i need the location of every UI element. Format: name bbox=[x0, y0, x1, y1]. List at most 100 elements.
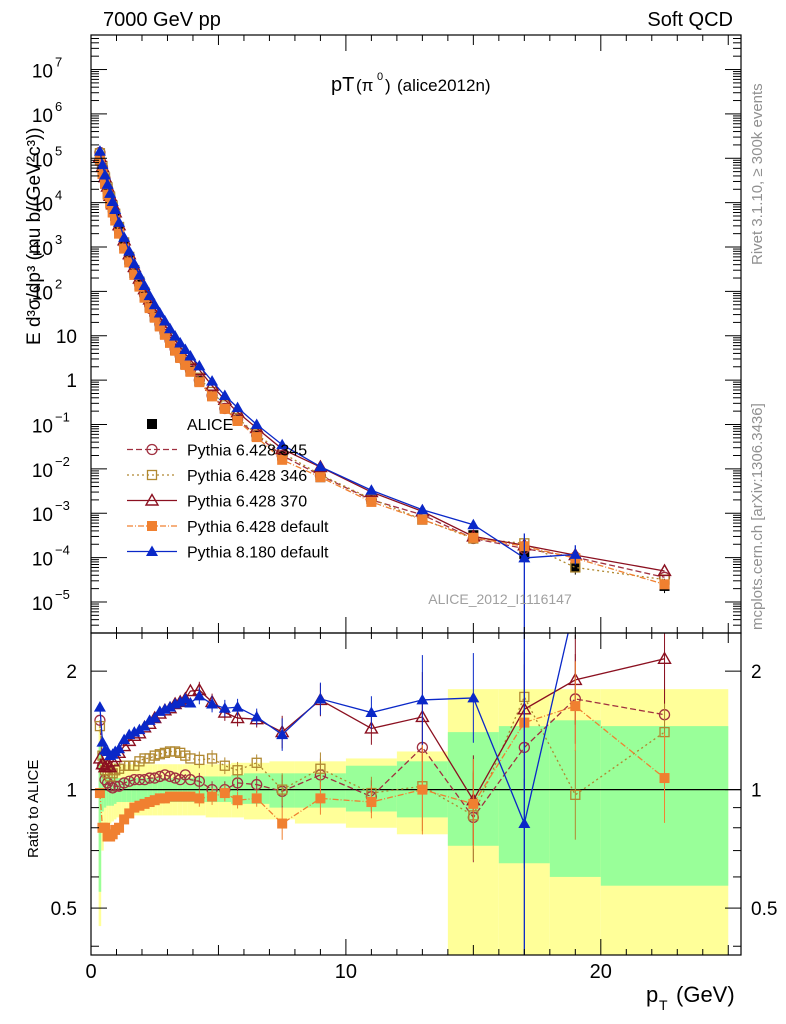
ratio-point bbox=[193, 689, 206, 701]
y-tick-label: 1 bbox=[66, 371, 77, 392]
data-point bbox=[104, 187, 117, 198]
data-point bbox=[659, 579, 670, 590]
ratio-error-bands bbox=[91, 689, 741, 955]
ratio-point bbox=[251, 793, 262, 804]
legend-marker bbox=[147, 419, 157, 429]
ratio-point bbox=[250, 710, 263, 722]
ratio-point bbox=[94, 720, 106, 732]
y-tick-label: 10 bbox=[32, 62, 53, 83]
ratio-y-tick-label: 1 bbox=[66, 781, 77, 802]
data-point bbox=[96, 158, 109, 170]
data-point bbox=[184, 349, 197, 361]
y-tick-label: 10 bbox=[32, 283, 53, 304]
plot-title-close: ) bbox=[385, 76, 391, 95]
y-tick-label-exp: −4 bbox=[55, 543, 70, 558]
ratio-point bbox=[148, 712, 161, 723]
x-tick-label: 20 bbox=[590, 961, 612, 983]
x-axis-label: p T (GeV) bbox=[646, 982, 735, 1013]
data-point bbox=[110, 215, 121, 226]
data-point bbox=[250, 418, 263, 429]
ratio-point bbox=[174, 695, 187, 707]
ratio-y-tick-label-right: 2 bbox=[751, 662, 762, 683]
ratio-point bbox=[144, 797, 155, 808]
ratio-series-5 bbox=[93, 633, 569, 869]
ratio-point bbox=[232, 765, 243, 776]
data-point bbox=[128, 257, 141, 269]
data-point bbox=[315, 472, 326, 483]
x-tick-label: 0 bbox=[85, 961, 96, 983]
data-point bbox=[518, 551, 531, 563]
ratio-point bbox=[467, 691, 480, 703]
ratio-point bbox=[416, 693, 429, 705]
data-point bbox=[277, 454, 288, 465]
data-point bbox=[174, 337, 187, 348]
data-point bbox=[218, 389, 231, 401]
ratio-point bbox=[154, 793, 165, 804]
y-tick-label-exp: 4 bbox=[55, 188, 62, 203]
plot-title: pT (π 0 ) (alice2012n) bbox=[331, 71, 491, 96]
data-point bbox=[129, 269, 140, 280]
legend: ALICE Pythia 6.428 345 Pythia 6.428 346 Pyt… bbox=[127, 417, 329, 562]
ratio-point bbox=[251, 778, 263, 791]
axes-frame bbox=[90, 34, 742, 956]
data-point bbox=[123, 245, 136, 256]
ratio-point bbox=[207, 791, 218, 802]
data-point bbox=[416, 503, 429, 515]
legend-label: Pythia 6.428 345 bbox=[187, 443, 307, 460]
ratio-point bbox=[119, 814, 130, 825]
header-left: 7000 GeV pp bbox=[103, 9, 221, 31]
ratio-point bbox=[133, 723, 146, 735]
data-point bbox=[251, 432, 262, 443]
ratio-point bbox=[164, 701, 177, 712]
ratio-point bbox=[164, 770, 176, 783]
ratio-point bbox=[468, 798, 479, 809]
legend-marker bbox=[147, 521, 157, 531]
rivet-watermark: Rivet 3.1.10, ≥ 300k events bbox=[749, 83, 766, 265]
ratio-point bbox=[193, 775, 205, 787]
legend-label: Pythia 6.428 370 bbox=[187, 494, 307, 511]
y-tick-label-exp: 6 bbox=[55, 99, 62, 114]
ratio-plot-clip bbox=[92, 633, 672, 955]
y-tick-label: 10 bbox=[32, 150, 53, 171]
data-point bbox=[158, 315, 171, 326]
ratio-point bbox=[129, 802, 140, 813]
ratio-y-tick-label-right: 0.5 bbox=[751, 899, 777, 920]
main-series-4 bbox=[94, 155, 670, 590]
data-point bbox=[164, 322, 177, 334]
ratio-point bbox=[251, 757, 262, 768]
y-tick-label-exp: −2 bbox=[55, 454, 70, 469]
data-point bbox=[99, 168, 112, 180]
ratio-point bbox=[315, 793, 326, 804]
ratio-point bbox=[194, 793, 205, 804]
data-point bbox=[134, 281, 145, 292]
ratio-point bbox=[276, 728, 289, 740]
ratio-point bbox=[206, 698, 219, 709]
data-point bbox=[417, 514, 428, 525]
ratio-point bbox=[94, 788, 105, 799]
y-tick-label-exp: 5 bbox=[55, 143, 62, 158]
ratio-point bbox=[113, 742, 126, 754]
data-point bbox=[232, 415, 243, 426]
data-point bbox=[207, 391, 218, 402]
legend-marker bbox=[146, 469, 158, 481]
ratio-point bbox=[185, 791, 196, 802]
data-point bbox=[154, 321, 165, 332]
data-point bbox=[143, 289, 156, 301]
plot-title-sup: 0 bbox=[377, 71, 383, 83]
main-plot-clip bbox=[92, 145, 672, 633]
ratio-plot-series bbox=[92, 633, 672, 955]
y-tick-label: 10 bbox=[32, 550, 53, 571]
ratio-point bbox=[139, 798, 150, 809]
ratio-point bbox=[206, 753, 218, 764]
legend-label: ALICE bbox=[187, 417, 233, 434]
header-right: Soft QCD bbox=[647, 9, 733, 31]
data-point bbox=[114, 228, 125, 239]
ratio-point bbox=[100, 822, 111, 833]
plot-title-particle: (π bbox=[356, 76, 373, 95]
legend-entry: Pythia 6.428 346 bbox=[127, 468, 307, 485]
legend-label: Pythia 6.428 default bbox=[187, 519, 329, 536]
data-point bbox=[169, 330, 182, 341]
main-plot-series bbox=[92, 145, 672, 633]
ratio-point bbox=[194, 754, 205, 766]
